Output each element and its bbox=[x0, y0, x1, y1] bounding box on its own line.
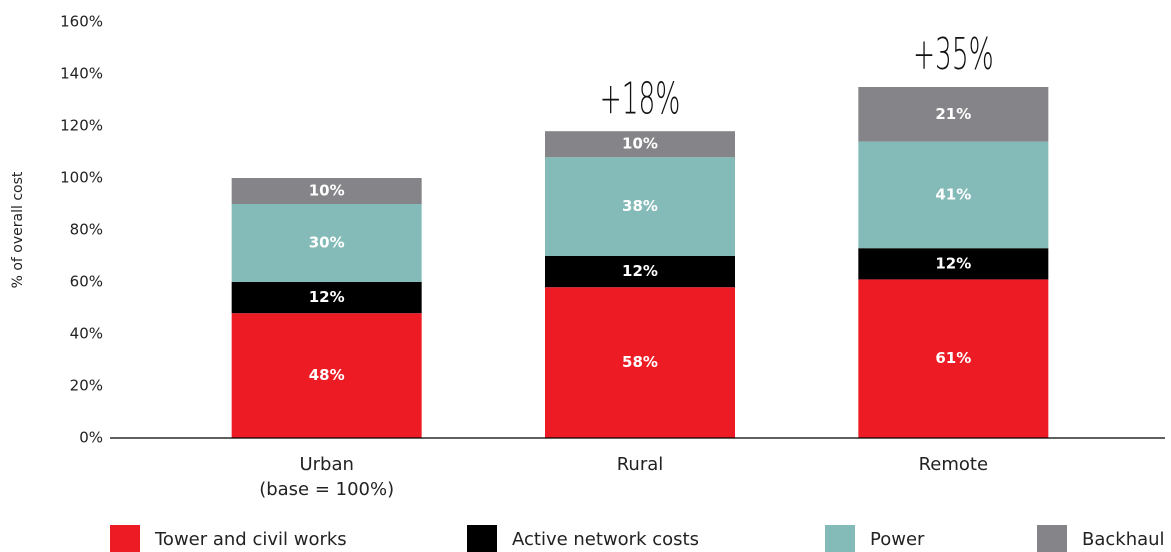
value-label: 38% bbox=[622, 197, 658, 215]
value-label: 12% bbox=[622, 262, 658, 280]
legend-label: Backhaul bbox=[1082, 529, 1165, 550]
bar-segment bbox=[545, 287, 735, 438]
legend-label: Active network costs bbox=[512, 529, 699, 550]
y-tick-label: 160% bbox=[60, 13, 103, 31]
y-tick-label: 40% bbox=[70, 325, 103, 343]
bar-segment bbox=[858, 248, 1049, 280]
value-label: 30% bbox=[309, 234, 345, 252]
bar-segment bbox=[545, 131, 735, 158]
y-tick-label: 120% bbox=[60, 117, 103, 135]
value-label: 61% bbox=[935, 349, 971, 367]
y-axis-label: % of overall cost bbox=[10, 171, 26, 288]
value-label: 10% bbox=[309, 182, 345, 200]
bar-segment bbox=[231, 313, 422, 438]
legend-swatch bbox=[825, 525, 855, 552]
legend-swatch bbox=[110, 525, 140, 552]
legend-label: Tower and civil works bbox=[154, 529, 347, 550]
y-tick-label: 60% bbox=[70, 273, 103, 291]
bar-segment bbox=[231, 282, 422, 314]
legend-swatch bbox=[467, 525, 497, 552]
legend-swatch bbox=[1037, 525, 1067, 552]
value-label: 12% bbox=[309, 288, 345, 306]
y-tick-label: 20% bbox=[70, 377, 103, 395]
x-tick-label: Urban (base = 100%) bbox=[259, 454, 394, 500]
annotation: +35% bbox=[913, 28, 994, 80]
bar-segment bbox=[545, 256, 735, 288]
x-tick-label: Rural bbox=[617, 454, 664, 475]
legend-label: Power bbox=[870, 529, 925, 550]
y-tick-label: 0% bbox=[79, 429, 103, 447]
annotation: +18% bbox=[600, 72, 681, 124]
value-label: 41% bbox=[935, 185, 971, 203]
value-label: 48% bbox=[309, 366, 345, 384]
y-tick-label: 100% bbox=[60, 169, 103, 187]
bar-segment bbox=[858, 141, 1049, 249]
bar-segment bbox=[545, 157, 735, 256]
bar-segment bbox=[858, 87, 1049, 142]
y-tick-label: 80% bbox=[70, 221, 103, 239]
bar-segment bbox=[231, 178, 422, 204]
bar-segment bbox=[858, 279, 1049, 438]
y-tick-label: 140% bbox=[60, 65, 103, 83]
value-label: 58% bbox=[622, 353, 658, 371]
x-tick-label: Remote bbox=[919, 454, 988, 475]
value-label: 21% bbox=[935, 105, 971, 123]
value-label: 10% bbox=[622, 135, 658, 153]
value-label: 12% bbox=[935, 254, 971, 272]
bar-segment bbox=[231, 204, 422, 282]
